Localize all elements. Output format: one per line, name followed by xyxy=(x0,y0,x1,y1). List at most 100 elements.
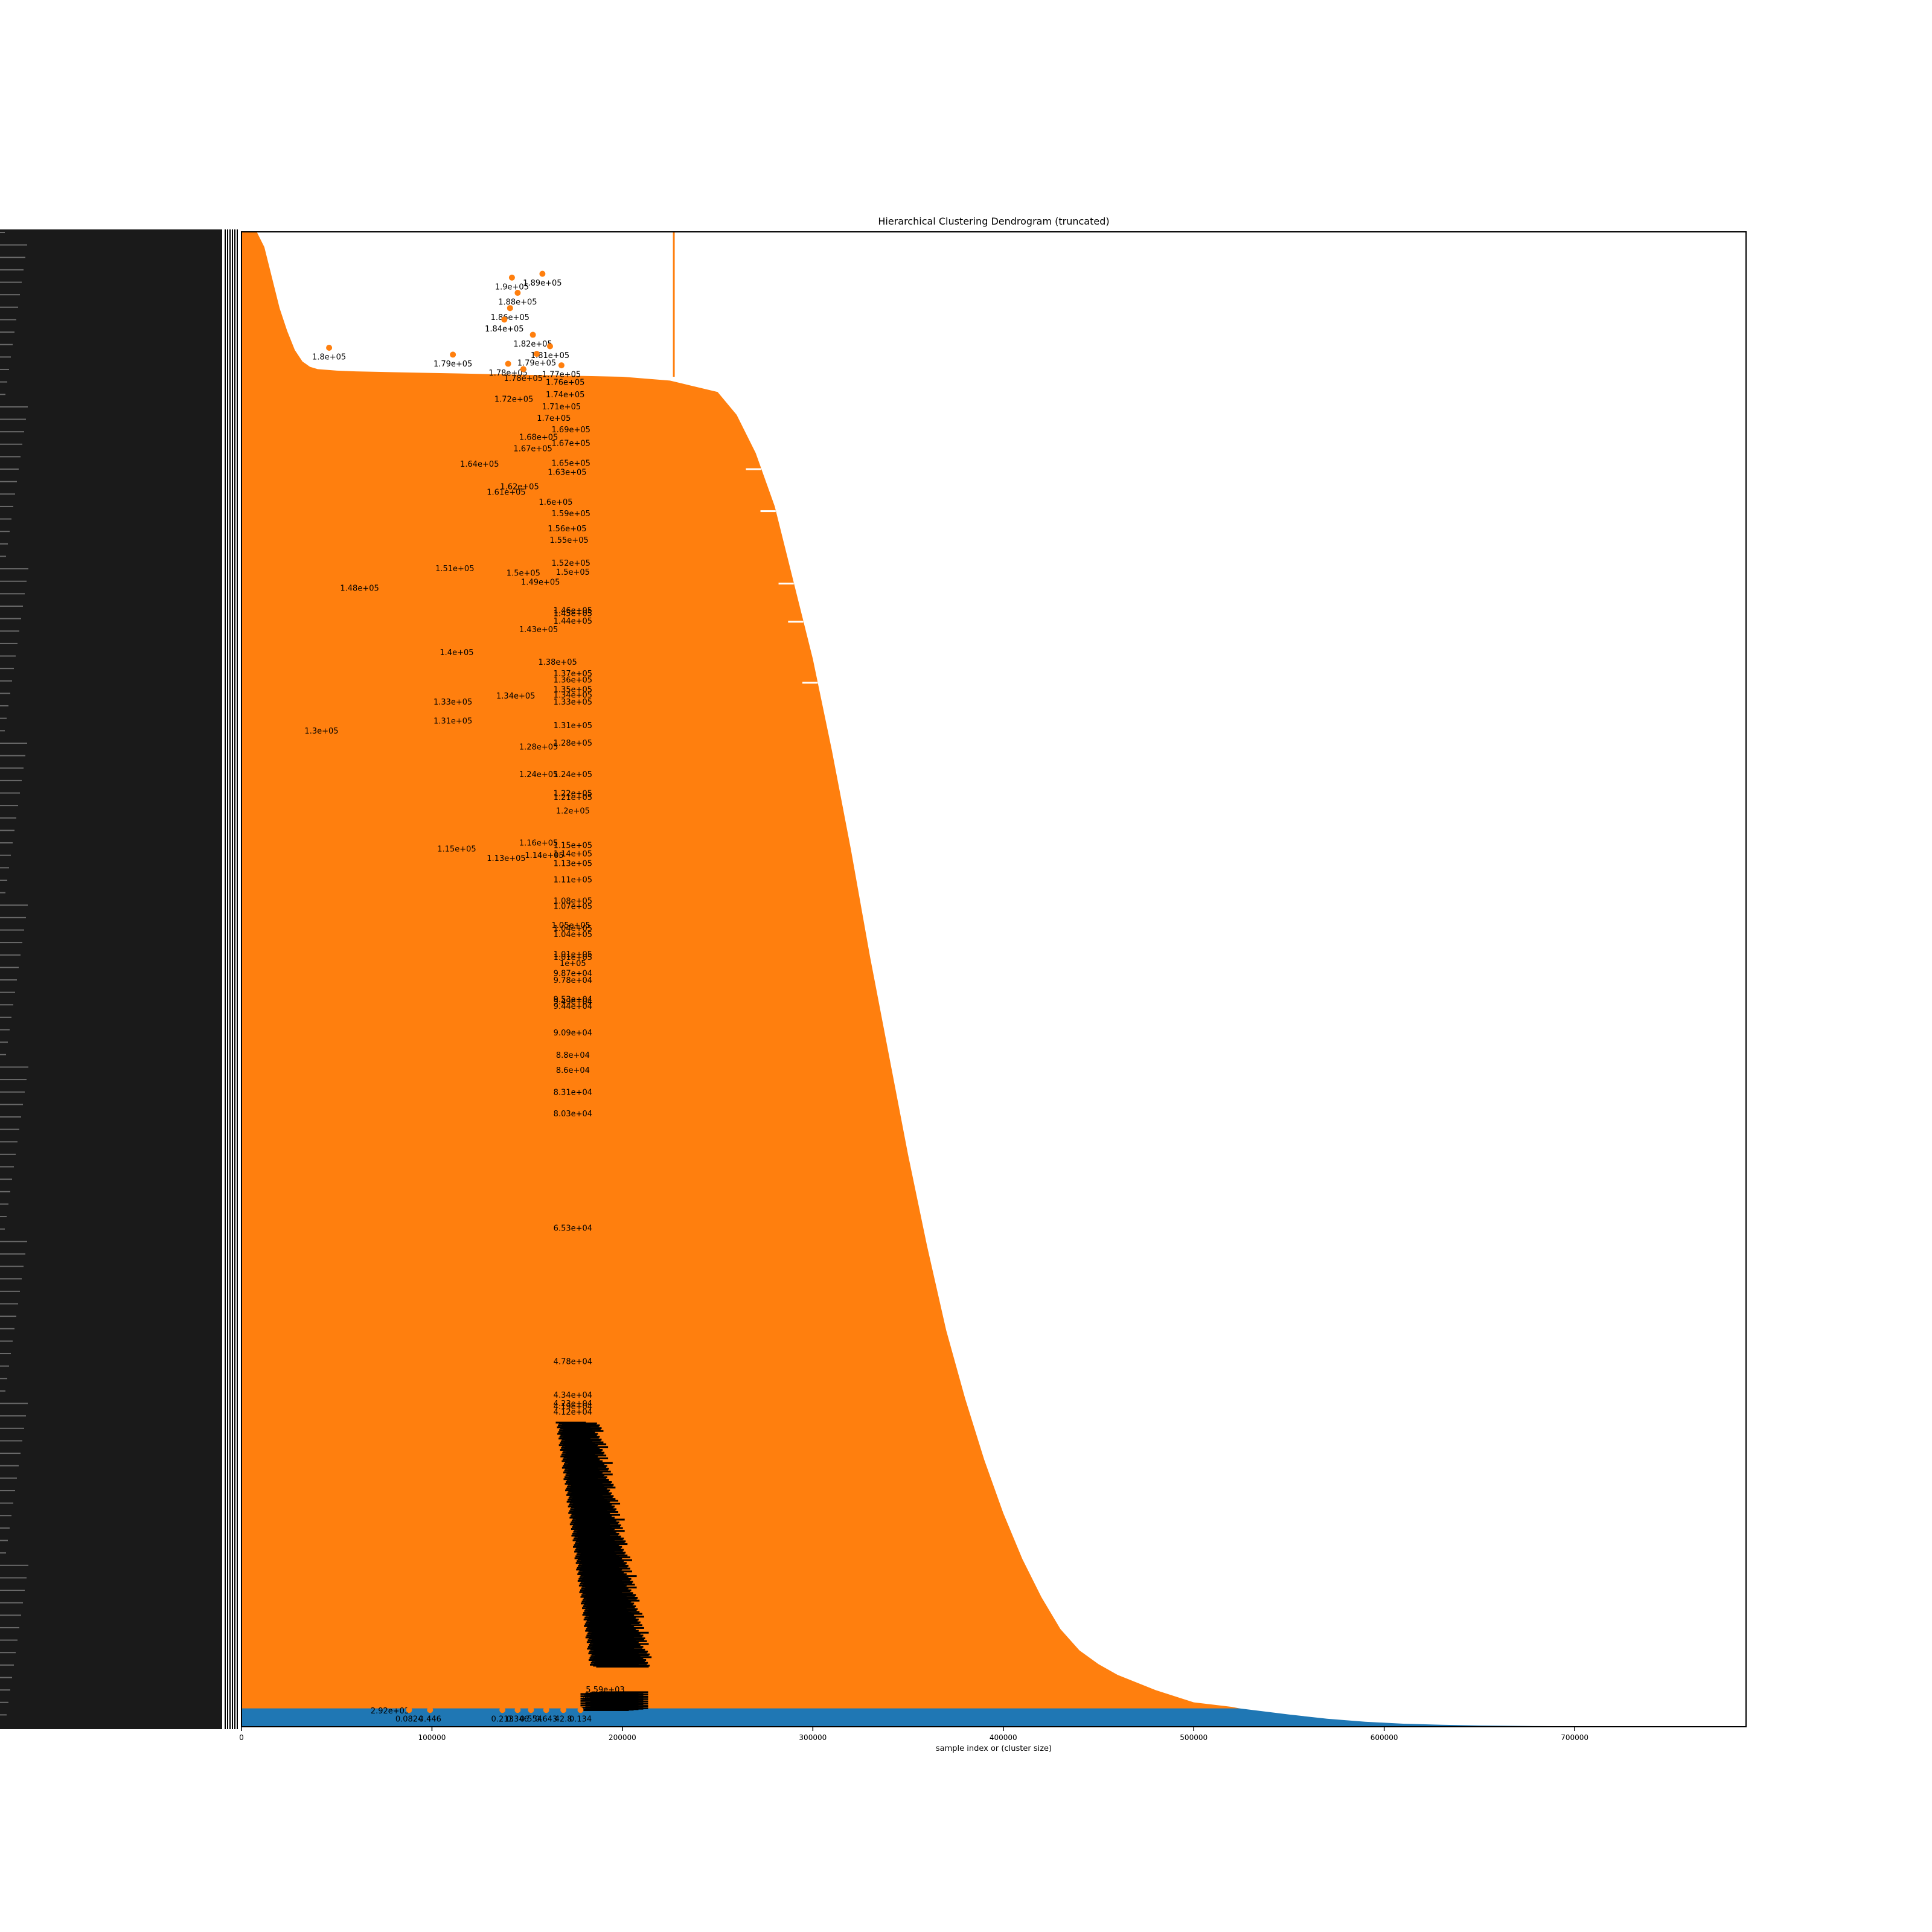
distance-label: 1.45e+05 xyxy=(554,609,592,618)
dense-label-stroke xyxy=(574,1557,622,1559)
dense-label-stroke xyxy=(558,1424,600,1427)
dense-label-stroke xyxy=(585,1630,639,1632)
leaf-label-gap xyxy=(0,1041,8,1043)
dense-label-stroke xyxy=(580,1567,630,1570)
distance-label: 1.59e+05 xyxy=(552,510,590,519)
leaf-label-gap xyxy=(0,1228,5,1230)
distance-label: 1.11e+05 xyxy=(554,875,592,884)
merge-point-label: 0.554 xyxy=(520,1715,542,1724)
leaf-tick-line xyxy=(225,229,226,1729)
dense-label-stroke xyxy=(574,1544,619,1546)
dense-label-stroke xyxy=(561,1460,603,1462)
leaf-label-gap xyxy=(0,1340,13,1342)
leaf-label-gap xyxy=(0,979,17,980)
leaf-label-gap xyxy=(0,668,14,670)
dense-label-stroke xyxy=(593,1663,647,1665)
distance-label: 2.92e+03 xyxy=(371,1707,409,1716)
dense-label-stroke xyxy=(596,1665,649,1668)
merge-point-label: 1.79e+05 xyxy=(517,359,556,368)
dense-label-stroke xyxy=(589,1622,640,1625)
leaf-label-gap xyxy=(0,518,11,520)
dense-label-stroke xyxy=(571,1500,619,1502)
dense-label-stroke xyxy=(572,1526,612,1528)
leaf-label-gap xyxy=(0,1191,10,1192)
merge-point xyxy=(528,1707,534,1713)
dense-label-stroke xyxy=(580,1552,625,1555)
base-label-stroke xyxy=(600,1691,648,1694)
dense-label-stroke xyxy=(586,1606,635,1608)
distance-label: 1.24e+05 xyxy=(554,770,592,779)
dense-label-stroke xyxy=(582,1585,626,1588)
dense-label-stroke xyxy=(564,1470,600,1472)
dense-label-stroke xyxy=(589,1650,648,1652)
leaf-label-gap xyxy=(0,244,27,246)
dense-label-stroke xyxy=(574,1514,621,1516)
distance-label: 1.14e+05 xyxy=(554,849,592,859)
distance-label: 1.21e+05 xyxy=(554,793,592,802)
dense-label-stroke xyxy=(568,1512,610,1514)
dense-label-stroke xyxy=(565,1476,607,1479)
blue-cluster-region xyxy=(242,1708,1680,1727)
leaf-label-gap xyxy=(0,531,10,533)
distance-label: 1.28e+05 xyxy=(519,743,558,752)
dense-label-stroke xyxy=(582,1614,635,1616)
merge-point xyxy=(505,360,511,367)
x-tick-label: 0 xyxy=(239,1733,244,1742)
distance-label: 1.33e+05 xyxy=(554,698,592,707)
x-tick-label: 200000 xyxy=(609,1733,636,1742)
leaf-label-gap xyxy=(0,1278,22,1280)
dense-label-stroke xyxy=(573,1524,621,1526)
leaf-label-gap xyxy=(0,1390,5,1392)
dense-label-stroke xyxy=(577,1573,627,1575)
leaf-label-gap xyxy=(0,717,7,719)
dense-label-stroke xyxy=(593,1649,644,1652)
dense-label-stroke xyxy=(587,1639,636,1642)
distance-label: 4.23e+04 xyxy=(554,1399,592,1409)
leaf-label-gap xyxy=(0,630,19,632)
dense-label-stroke xyxy=(575,1534,618,1536)
dense-label-stroke xyxy=(565,1453,604,1455)
dense-label-stroke xyxy=(571,1513,609,1515)
dense-label-stroke xyxy=(589,1635,642,1637)
dense-label-stroke xyxy=(584,1595,635,1597)
leaf-label-gap xyxy=(0,269,24,270)
dense-label-stroke xyxy=(571,1520,617,1522)
dense-label-stroke xyxy=(564,1448,599,1450)
leaf-label-gap xyxy=(0,1515,11,1517)
dense-label-stroke xyxy=(589,1644,641,1646)
dense-label-stroke xyxy=(563,1428,601,1430)
dense-label-stroke xyxy=(573,1546,622,1548)
leaf-label-gap xyxy=(0,817,16,819)
dense-label-stroke xyxy=(582,1592,633,1595)
dense-label-stroke xyxy=(568,1499,607,1501)
dense-label-stroke xyxy=(572,1539,615,1541)
leaf-label-gap xyxy=(0,1166,14,1168)
merge-point-label: 1.81e+05 xyxy=(531,351,569,360)
dense-label-stroke xyxy=(587,1604,632,1607)
dense-label-stroke xyxy=(575,1542,616,1544)
dense-label-stroke xyxy=(557,1433,598,1435)
leaf-label-gap xyxy=(0,1714,7,1716)
dense-label-stroke xyxy=(582,1570,632,1573)
dense-label-stroke xyxy=(565,1489,610,1492)
merge-point-label: 0.213 xyxy=(491,1715,514,1724)
dense-label-stroke xyxy=(563,1456,597,1459)
dense-label-stroke xyxy=(579,1569,621,1572)
dense-label-stroke xyxy=(591,1653,650,1655)
dense-label-stroke xyxy=(586,1599,640,1602)
dense-label-stroke xyxy=(563,1435,597,1437)
leaf-label-gap xyxy=(0,954,21,956)
dense-label-stroke xyxy=(578,1556,630,1558)
dense-label-stroke xyxy=(590,1642,638,1644)
dense-label-stroke xyxy=(587,1617,635,1620)
leaf-label-gap xyxy=(0,767,24,769)
dense-label-stroke xyxy=(590,1648,645,1651)
leaf-label-gap xyxy=(0,991,15,993)
dense-label-stroke xyxy=(579,1554,628,1556)
dense-label-stroke xyxy=(574,1535,621,1538)
distance-label: 9.87e+04 xyxy=(554,970,592,979)
leaf-label-gap xyxy=(0,1353,11,1354)
dense-label-stroke xyxy=(575,1549,624,1551)
chart-title: Hierarchical Clustering Dendrogram (trun… xyxy=(878,216,1109,227)
distance-label: 8.8e+04 xyxy=(556,1051,590,1060)
